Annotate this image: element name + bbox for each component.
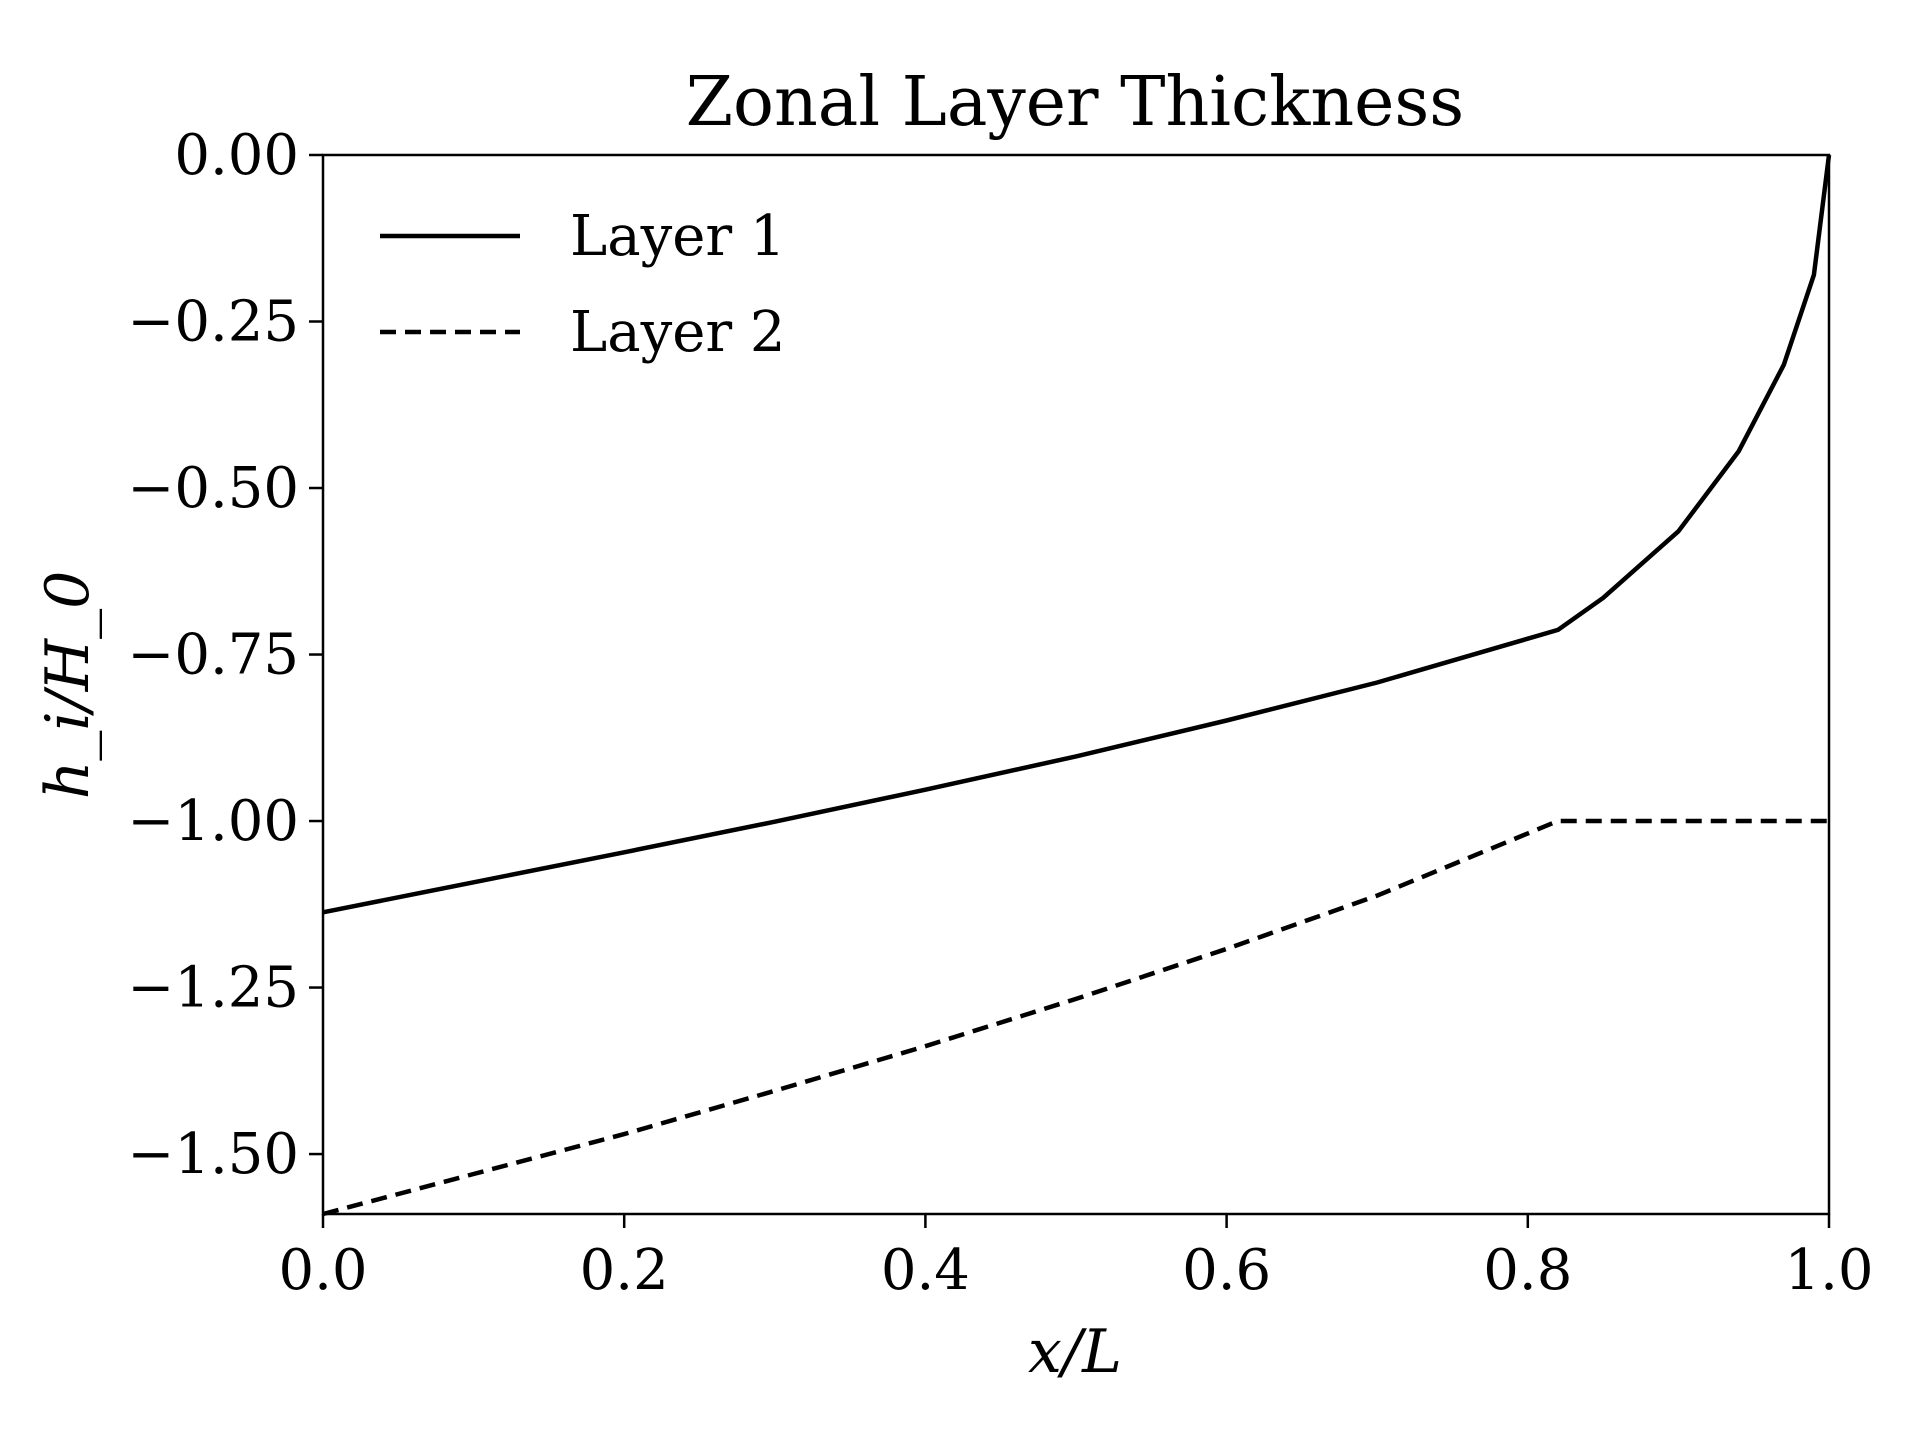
x-tick-label: 0.4 <box>881 1238 970 1303</box>
y-axis: 0.00 −0.25 −0.50 −0.75 −1.00 −1.25 −1.50 <box>127 123 323 1187</box>
legend: Layer 1 Layer 2 <box>380 204 786 365</box>
series-line-layer-1 <box>322 154 1832 915</box>
y-tick-label: −0.25 <box>127 290 299 355</box>
x-axis-label: x/L <box>1028 1317 1122 1387</box>
y-tick-label: −1.25 <box>127 956 299 1021</box>
x-tick-label: 0.0 <box>278 1238 367 1303</box>
y-tick-label: −0.75 <box>127 623 299 688</box>
y-tick-label: 0.00 <box>174 123 299 188</box>
legend-label-layer-1: Layer 1 <box>570 204 786 269</box>
legend-label-layer-2: Layer 2 <box>570 300 786 365</box>
y-tick-label: −1.50 <box>127 1122 299 1187</box>
x-tick-label: 0.2 <box>580 1238 669 1303</box>
x-tick-label: 0.8 <box>1483 1238 1572 1303</box>
y-tick-label: −1.00 <box>127 789 299 854</box>
x-tick-label: 0.6 <box>1182 1238 1271 1303</box>
chart-title: Zonal Layer Thickness <box>686 63 1464 142</box>
y-axis-label: h_i/H_0 <box>33 571 103 800</box>
plot-frame <box>321 153 1831 1216</box>
x-axis: 0.0 0.2 0.4 0.6 0.8 1.0 <box>278 1214 1874 1303</box>
plot-area <box>322 154 1832 1217</box>
y-tick-label: −0.50 <box>127 456 299 521</box>
x-tick-label: 1.0 <box>1784 1238 1873 1303</box>
series-line-layer-2 <box>322 818 1829 1217</box>
